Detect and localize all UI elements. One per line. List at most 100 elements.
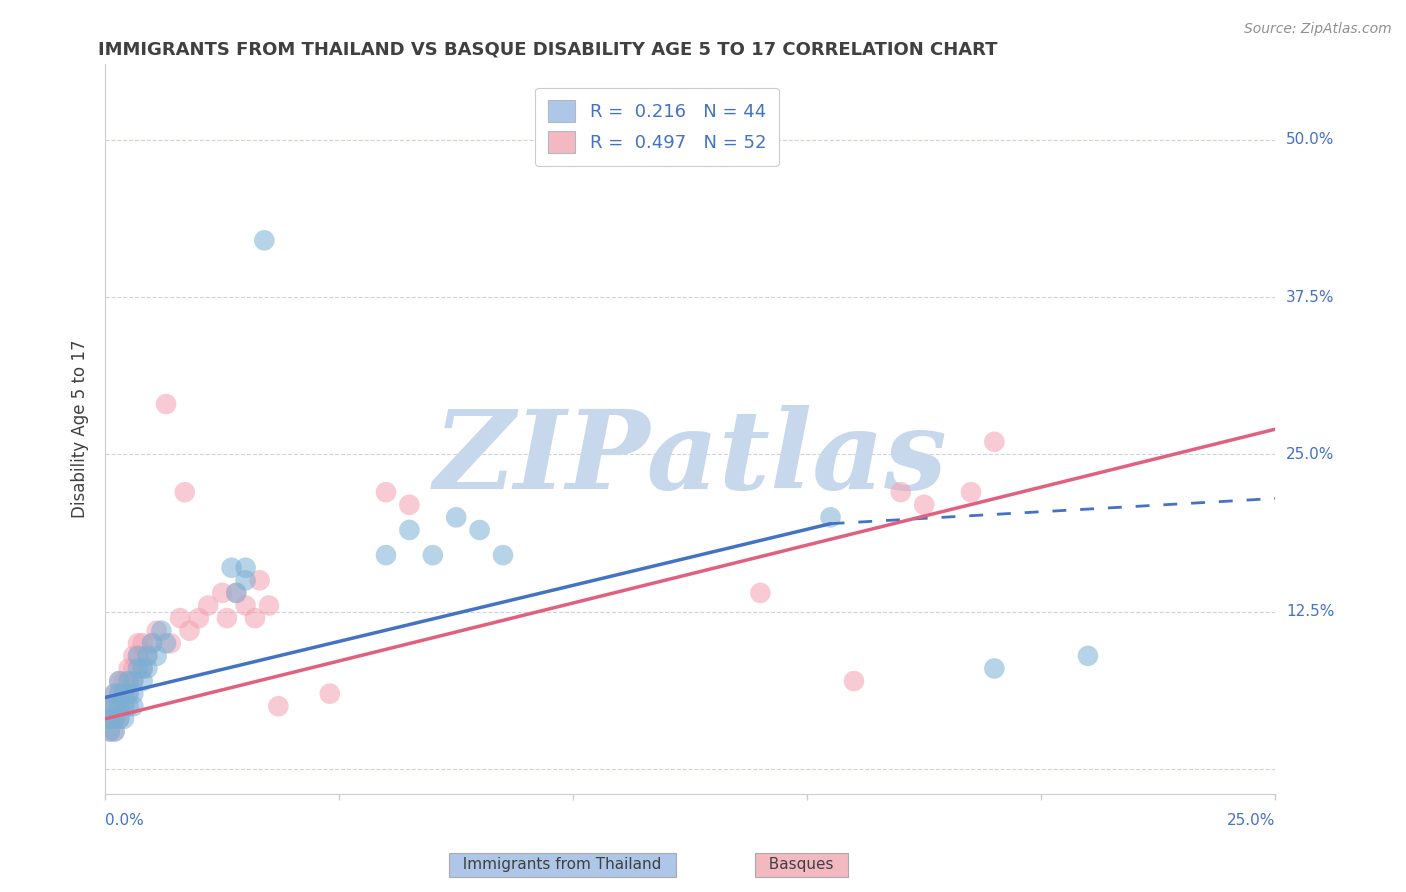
Point: [422, 548, 444, 562]
Text: Basques: Basques: [759, 857, 844, 872]
Point: [319, 687, 342, 701]
Point: [136, 648, 159, 663]
Point: [117, 687, 139, 701]
Point: [842, 674, 865, 689]
Point: [108, 687, 131, 701]
Text: 37.5%: 37.5%: [1286, 290, 1334, 304]
Point: [155, 397, 177, 411]
Point: [983, 434, 1005, 449]
Point: [253, 233, 276, 247]
Point: [912, 498, 935, 512]
Point: [960, 485, 983, 500]
Point: [122, 661, 145, 675]
Text: Immigrants from Thailand: Immigrants from Thailand: [453, 857, 672, 872]
Point: [117, 674, 139, 689]
Point: [98, 712, 121, 726]
Point: [235, 574, 257, 588]
Point: [890, 485, 912, 500]
Point: [103, 687, 125, 701]
Point: [112, 687, 135, 701]
Point: [211, 586, 233, 600]
Point: [136, 648, 159, 663]
Point: [122, 699, 145, 714]
Text: 50.0%: 50.0%: [1286, 132, 1334, 147]
Point: [145, 648, 167, 663]
Point: [108, 712, 131, 726]
Point: [1077, 648, 1099, 663]
Point: [103, 712, 125, 726]
Point: [375, 548, 398, 562]
Point: [179, 624, 201, 638]
Text: ZIPatlas: ZIPatlas: [433, 405, 948, 512]
Text: IMMIGRANTS FROM THAILAND VS BASQUE DISABILITY AGE 5 TO 17 CORRELATION CHART: IMMIGRANTS FROM THAILAND VS BASQUE DISAB…: [98, 40, 998, 58]
Point: [98, 724, 121, 739]
Point: [215, 611, 238, 625]
Point: [122, 674, 145, 689]
Point: [235, 560, 257, 574]
Point: [103, 699, 125, 714]
Point: [103, 724, 125, 739]
Point: [150, 624, 173, 638]
Point: [225, 586, 247, 600]
Point: [221, 560, 243, 574]
Point: [98, 699, 121, 714]
Point: [103, 699, 125, 714]
Point: [98, 699, 121, 714]
Point: [112, 699, 135, 714]
Point: [117, 674, 139, 689]
Point: [243, 611, 266, 625]
Point: [98, 724, 121, 739]
Point: [187, 611, 209, 625]
Text: 25.0%: 25.0%: [1227, 813, 1275, 828]
Point: [749, 586, 772, 600]
Point: [225, 586, 247, 600]
Point: [141, 636, 163, 650]
Point: [108, 687, 131, 701]
Point: [112, 674, 135, 689]
Point: [145, 624, 167, 638]
Point: [983, 661, 1005, 675]
Point: [492, 548, 515, 562]
Point: [108, 712, 131, 726]
Point: [197, 599, 219, 613]
Point: [117, 687, 139, 701]
Point: [103, 712, 125, 726]
Point: [108, 674, 131, 689]
Point: [141, 636, 163, 650]
Point: [398, 498, 420, 512]
Point: [444, 510, 467, 524]
Point: [103, 687, 125, 701]
Point: [117, 661, 139, 675]
Point: [159, 636, 181, 650]
Text: 12.5%: 12.5%: [1286, 604, 1334, 619]
Point: [820, 510, 842, 524]
Point: [117, 699, 139, 714]
Point: [127, 648, 149, 663]
Point: [108, 699, 131, 714]
Text: 25.0%: 25.0%: [1286, 447, 1334, 462]
Point: [98, 712, 121, 726]
Point: [136, 661, 159, 675]
Point: [375, 485, 398, 500]
Point: [127, 636, 149, 650]
Point: [131, 661, 153, 675]
Text: 0.0%: 0.0%: [105, 813, 143, 828]
Text: Source: ZipAtlas.com: Source: ZipAtlas.com: [1244, 22, 1392, 37]
Point: [131, 674, 153, 689]
Point: [122, 687, 145, 701]
Point: [98, 712, 121, 726]
Point: [112, 699, 135, 714]
Point: [169, 611, 191, 625]
Point: [249, 574, 271, 588]
Point: [131, 636, 153, 650]
Point: [112, 687, 135, 701]
Point: [127, 661, 149, 675]
Point: [108, 699, 131, 714]
Point: [103, 724, 125, 739]
Point: [257, 599, 280, 613]
Legend: R =  0.216   N = 44, R =  0.497   N = 52: R = 0.216 N = 44, R = 0.497 N = 52: [536, 87, 779, 166]
Point: [122, 648, 145, 663]
Point: [127, 648, 149, 663]
Point: [173, 485, 195, 500]
Point: [108, 674, 131, 689]
